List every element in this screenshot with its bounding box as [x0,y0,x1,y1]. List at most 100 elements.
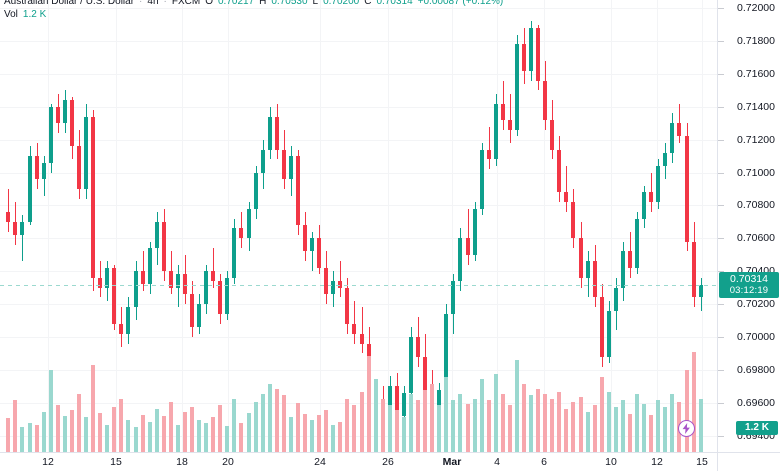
price-gridline [0,41,717,42]
volume-bar [381,398,385,452]
candle-body [218,281,222,314]
volume-bar [494,373,498,452]
price-tick-label: 0.71000 [737,167,775,179]
candle-body [275,116,279,150]
candle-body [416,336,420,357]
volume-bar [402,417,406,452]
time-tick-label: 15 [696,456,708,468]
legend-separator-1: · [139,0,143,7]
volume-bar [35,424,39,452]
legend-separator-2: · [163,0,167,7]
candle-body [614,287,618,311]
time-axis[interactable]: 121518202426Mar4610121518 [0,452,780,471]
price-tick-label: 0.71800 [737,35,775,47]
price-tick-mark [718,304,724,305]
time-gridline [657,0,658,452]
candle-body [670,123,674,153]
candle-body [451,281,455,314]
volume-bar [162,416,166,452]
volume-bar [310,420,314,452]
volume-bar [56,405,60,452]
price-gridline [0,74,717,75]
time-tick-label: 24 [314,456,326,468]
candle-body [656,166,660,203]
candle-body [254,172,258,209]
price-tick-mark [718,140,724,141]
exchange-label: FXCM [171,0,201,7]
price-tick-label: 0.69600 [737,397,775,409]
candle-body [126,307,130,334]
volume-badge[interactable]: 1.2 K [736,421,778,435]
candle-body [345,287,349,324]
candle-body [685,136,689,242]
price-tick-label: 0.71400 [737,101,775,113]
volume-bar [409,393,413,452]
time-tick-label: 18 [176,456,188,468]
volume-bar [176,424,180,452]
candle-body [112,267,116,324]
candle-body [571,202,575,239]
volume-bar [571,402,575,452]
volume-bar [670,393,674,452]
candle-body [141,271,145,285]
volume-bar [628,413,632,452]
candle-body [6,212,10,222]
candle-wick [566,166,567,213]
volume-bar [268,383,272,452]
volume-bar [289,417,293,452]
volume-bar [211,417,215,452]
volume-bar [473,398,477,452]
volume-bar [550,398,554,452]
candle-body [395,386,399,416]
price-tick-mark [718,370,724,371]
volume-bar [282,395,286,452]
interval-label[interactable]: 4h [147,0,159,7]
price-gridline [0,337,717,338]
candle-body [692,241,696,298]
chart-plot-area[interactable] [0,0,717,452]
price-tick-label: 0.72000 [737,2,775,14]
candle-body [42,162,46,180]
price-tick-mark [718,436,724,437]
volume-bar [204,422,208,452]
candle-body [621,251,625,288]
volume-bar [296,402,300,452]
volume-bar [374,378,378,452]
price-tick-mark [718,205,724,206]
lightning-bolt-icon[interactable] [678,420,695,437]
candle-body [310,238,314,252]
candle-body [225,277,229,314]
volume-bar [614,407,618,452]
volume-bar [190,407,194,452]
volume-bar [508,405,512,452]
volume-bar [487,400,491,452]
candle-body [579,238,583,278]
candle-body [239,228,243,239]
volume-bar [239,422,243,452]
candle-body [70,100,74,147]
time-gridline [388,0,389,452]
candle-body [338,281,342,288]
volume-bar [663,407,667,452]
price-tick-mark [718,74,724,75]
volume-bar [275,388,279,452]
volume-bar [345,398,349,452]
price-axis[interactable]: 0.72000 0.71800 0.71600 0.71400 0.71200 0.710… [717,0,780,452]
volume-bar [254,402,258,452]
volume-bar [579,397,583,452]
time-gridline [228,0,229,452]
price-gridline [0,403,717,404]
price-tick-label: 0.71600 [737,68,775,80]
time-gridline [497,0,498,452]
time-gridline [116,0,117,452]
volume-bar [6,417,10,452]
candle-body [204,271,208,305]
candle-body [593,261,597,298]
volume-bar [607,392,611,452]
candle-body [409,336,413,393]
volume-bar [536,388,540,452]
current-price-badge[interactable]: 0.70314 03:12:19 [719,272,779,298]
candle-body [501,103,505,120]
candle-body [677,123,681,137]
volume-bar [84,417,88,452]
